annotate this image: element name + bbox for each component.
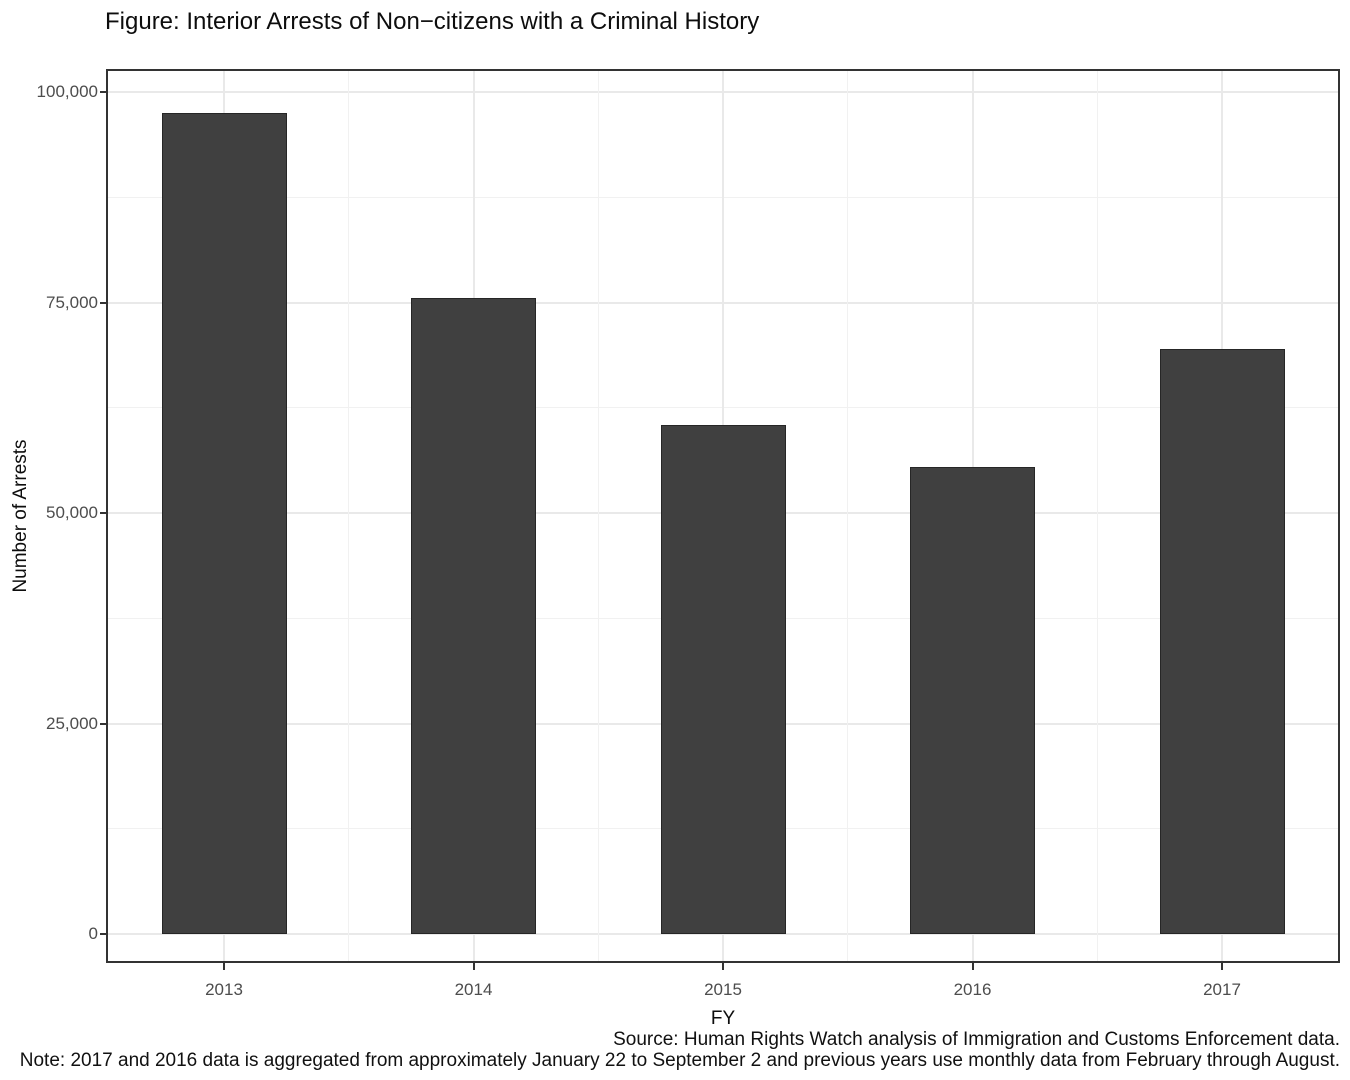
y-tick-100000 [100, 91, 106, 93]
y-tick-25000 [100, 722, 106, 725]
x-tick-label-2014: 2014 [454, 980, 493, 999]
bar-2015 [660, 424, 786, 934]
plot-panel [106, 69, 1340, 963]
y-axis-title: Number of Arrests [10, 439, 31, 593]
y-tick-label-50000: 50,000 [46, 503, 98, 522]
x-tick-2017 [1221, 963, 1223, 970]
x-minor-gridline-0 [348, 69, 350, 963]
x-tick-2014 [472, 963, 475, 970]
x-minor-gridline-1 [597, 69, 599, 963]
x-minor-gridline-3 [1096, 69, 1098, 963]
x-tick-label-2015: 2015 [704, 980, 742, 999]
y-tick-label-100000: 100,000 [36, 82, 98, 101]
caption-note: Note: 2017 and 2016 data is aggregated f… [19, 1050, 1340, 1071]
bar-2013 [161, 113, 287, 934]
y-tick-50000 [100, 512, 106, 514]
chart-title: Figure: Interior Arrests of Non−citizens… [105, 8, 760, 35]
bar-2016 [910, 466, 1035, 934]
y-tick-75000 [100, 301, 106, 304]
x-tick-label-2017: 2017 [1203, 980, 1241, 999]
y-tick-label-0: 0 [88, 924, 98, 943]
x-tick-label-2013: 2013 [205, 980, 243, 999]
x-tick-2013 [223, 963, 225, 970]
y-tick-0 [100, 933, 106, 935]
bar-2017 [1159, 348, 1285, 934]
x-tick-label-2016: 2016 [953, 980, 992, 999]
x-tick-2015 [722, 963, 724, 970]
y-tick-label-75000: 75,000 [46, 292, 98, 312]
x-axis-title: FY [710, 1008, 736, 1029]
x-tick-2016 [971, 963, 974, 970]
bar-2014 [411, 298, 536, 934]
x-minor-gridline-2 [847, 69, 849, 963]
caption-source: Source: Human Rights Watch analysis of I… [613, 1029, 1340, 1050]
y-tick-label-25000: 25,000 [46, 713, 98, 733]
